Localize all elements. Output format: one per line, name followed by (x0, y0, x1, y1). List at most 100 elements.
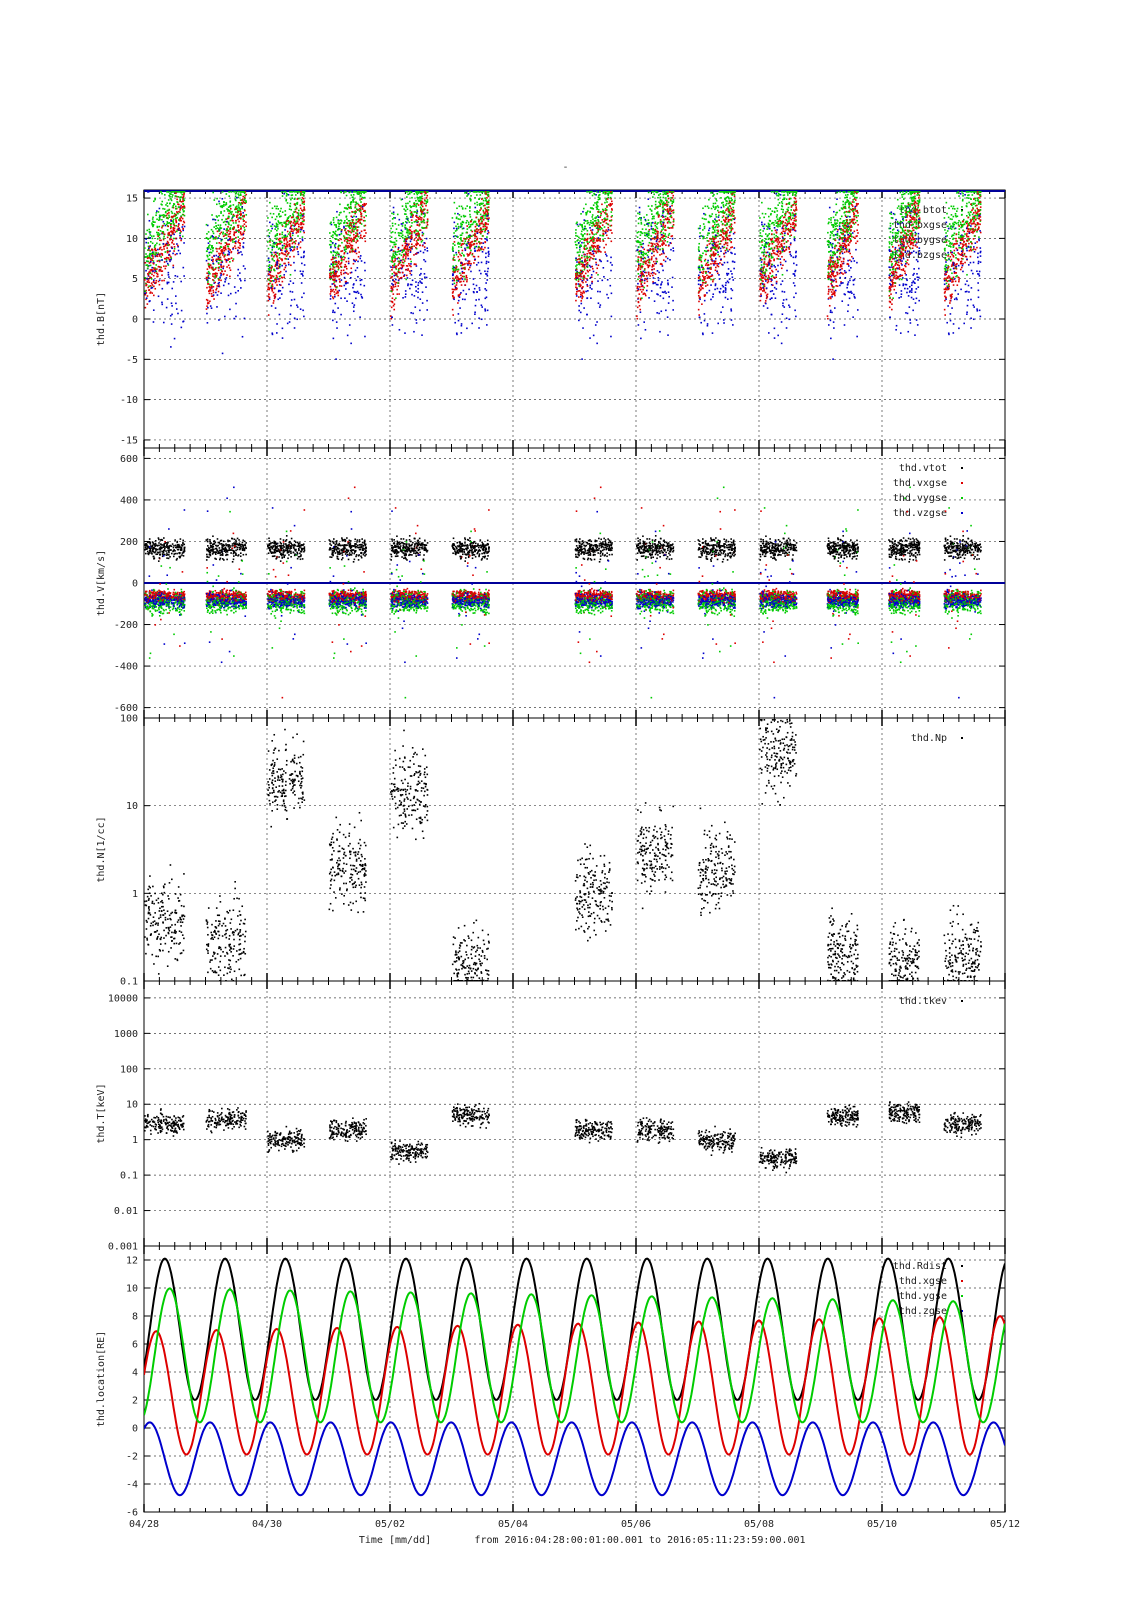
bzgse-point (485, 282, 487, 284)
bxgse-point (456, 279, 458, 281)
bxgse-point (267, 278, 269, 280)
bygse-point (153, 245, 156, 247)
bxgse-point (592, 239, 595, 241)
bzgse-point (652, 282, 655, 284)
bxgse-point (170, 246, 173, 248)
bzgse-point (243, 317, 246, 320)
bygse-point (353, 191, 355, 193)
bygse-point (476, 191, 478, 193)
bxgse-point (597, 250, 600, 253)
bzgse-point (468, 288, 470, 291)
bzgse-point (465, 259, 467, 261)
bygse-point (579, 245, 581, 248)
bzgse-point (355, 279, 358, 282)
bxgse-point (640, 291, 643, 293)
bygse-point (291, 191, 294, 193)
bxgse-point (586, 257, 589, 259)
bzgse-point (236, 196, 238, 199)
bygse-point (352, 193, 355, 196)
bxgse-point (394, 272, 397, 275)
bxgse-point (639, 256, 642, 259)
bxgse-point (229, 235, 232, 238)
bzgse-point (356, 267, 359, 269)
bygse-point (229, 227, 232, 229)
bzgse-point (176, 252, 178, 255)
bxgse-point (360, 218, 363, 221)
bxgse-point (215, 258, 218, 261)
bygse-point (459, 234, 462, 237)
bygse-point (589, 207, 592, 209)
bxgse-point (331, 274, 334, 277)
bzgse-point (475, 264, 478, 266)
bzgse-point (469, 234, 471, 237)
bzgse-point (212, 218, 214, 221)
bxgse-point (424, 191, 426, 193)
bxgse-point (364, 240, 367, 243)
y-axis-label: thd.B[nT] (96, 292, 107, 346)
bzgse-point (658, 271, 660, 274)
bxgse-point (285, 251, 287, 254)
bzgse-point (460, 324, 463, 327)
bzgse-point (151, 266, 154, 269)
bxgse-point (394, 246, 397, 248)
bygse-point (404, 235, 407, 238)
bzgse-point (640, 337, 642, 340)
bxgse-point (606, 206, 608, 208)
bzgse-point (576, 261, 578, 263)
bzgse-point (297, 253, 300, 256)
bygse-point (180, 191, 182, 194)
bygse-point (405, 206, 408, 209)
bygse-point (342, 235, 345, 237)
bxgse-point (277, 272, 280, 275)
bygse-point (329, 244, 332, 246)
bygse-point (357, 235, 360, 238)
bxgse-point (476, 230, 479, 233)
bzgse-point (472, 283, 475, 286)
bzgse-point (480, 272, 482, 275)
bygse-point (355, 228, 357, 230)
bxgse-point (270, 277, 273, 279)
bxgse-point (651, 244, 654, 246)
bxgse-point (579, 269, 582, 272)
bzgse-point (475, 299, 477, 301)
bxgse-point (270, 255, 273, 257)
bzgse-point (212, 294, 215, 296)
bzgse-point (166, 298, 169, 300)
bzgse-point (419, 280, 421, 283)
bygse-point (583, 255, 586, 258)
bzgse-point (407, 283, 409, 285)
bxgse-point (213, 272, 216, 275)
bxgse-point (482, 211, 485, 213)
bxgse-point (337, 294, 340, 297)
bygse-point (227, 208, 229, 211)
bxgse-point (278, 278, 281, 280)
bxgse-point (235, 219, 237, 222)
bzgse-point (340, 230, 343, 233)
bygse-point (589, 210, 591, 213)
bygse-point (413, 211, 416, 213)
bygse-point (458, 205, 461, 208)
bygse-point (348, 220, 351, 222)
bxgse-point (610, 224, 613, 227)
bzgse-point (344, 297, 346, 300)
bygse-point (575, 246, 578, 249)
bygse-point (365, 214, 367, 217)
bxgse-point (179, 200, 181, 202)
bxgse-point (155, 255, 158, 257)
bxgse-point (455, 277, 457, 279)
bygse-point (152, 221, 155, 223)
bxgse-point (337, 265, 340, 268)
bxgse-point (298, 225, 300, 228)
bzgse-point (360, 293, 362, 296)
bygse-point (343, 207, 346, 209)
bygse-point (243, 191, 245, 193)
bxgse-point (360, 212, 363, 215)
bygse-point (479, 232, 482, 235)
bxgse-point (359, 236, 362, 239)
bxgse-point (394, 259, 396, 262)
bygse-point (423, 221, 425, 224)
bzgse-point (225, 277, 228, 279)
bygse-point (637, 261, 640, 263)
bygse-point (236, 205, 238, 208)
bxgse-point (244, 191, 246, 193)
